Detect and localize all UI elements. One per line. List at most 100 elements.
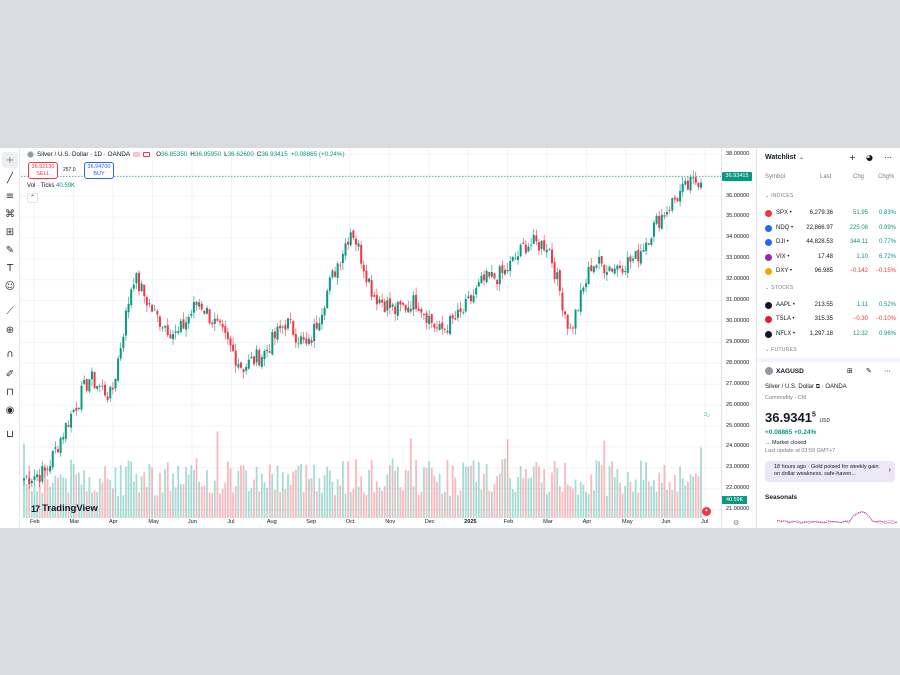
candle (130, 289, 133, 306)
candle (320, 314, 323, 325)
chart-pane[interactable]: Silver / U.S. Dollar · 1D · OANDA O36.85… (21, 148, 756, 528)
ruler-icon[interactable]: ⟋ (6, 305, 14, 317)
price-axis[interactable]: 38.0000037.0000036.0000035.0000034.00000… (721, 148, 756, 528)
watchlist-row[interactable]: DXY • 96.985 −0.142 −0.15% (757, 266, 900, 277)
volume-bar (556, 468, 559, 518)
time-axis[interactable]: Feb Mar Apr May Jun Jul Aug Sep Oct Nov Dec 2025 Feb… (21, 518, 721, 528)
candle (98, 385, 101, 387)
events-icon[interactable]: ✦ (702, 507, 711, 516)
silver-symbol-icon (765, 367, 773, 375)
advanced-view-icon[interactable]: ◕ (866, 153, 873, 162)
volume-bar (449, 495, 451, 518)
volume-bar (569, 486, 572, 518)
settings-icon[interactable]: ⚙ (733, 520, 740, 527)
detail-more-icon[interactable]: ⋯ (884, 367, 891, 375)
flag-chip-icon[interactable] (143, 152, 151, 157)
volume-bar (545, 494, 548, 518)
volume-bar (605, 495, 608, 518)
sell-button[interactable]: 36.92130 SELL (28, 162, 58, 179)
volume-bar (98, 478, 101, 518)
volume-bar (177, 465, 180, 518)
candle (287, 318, 290, 329)
col-chg-percent[interactable]: Chg% (878, 174, 895, 180)
candle (106, 396, 109, 400)
candle (571, 327, 574, 329)
candle (221, 323, 224, 328)
watchlist-row[interactable]: SPX • 6,279.36 51.95 0.83% (757, 208, 900, 219)
watchlist-chg-percent: 6.72% (878, 253, 896, 260)
grid-icon[interactable]: ⊞ (847, 367, 853, 375)
prediction-icon[interactable]: ⊞ (5, 226, 15, 238)
candle (490, 272, 493, 277)
symbol-title[interactable]: Silver / U.S. Dollar · 1D · OANDA (37, 151, 131, 158)
volume-bar (608, 466, 611, 518)
trash-icon[interactable]: ⊔ (6, 428, 14, 440)
ohlc-change: +0.08865 (+0.24%) (290, 151, 345, 158)
fib-retracement-icon[interactable]: ≡ (5, 190, 15, 202)
watchlist-section[interactable]: ⌄ STOCKS (765, 284, 794, 291)
brush-icon[interactable]: ✎ (5, 244, 15, 256)
watchlist-section[interactable]: ⌄ INDICES (765, 193, 794, 199)
volume-bar (454, 477, 457, 518)
panel-divider[interactable] (757, 358, 900, 362)
tradingview-logo[interactable]: 17 TradingView (31, 503, 98, 514)
watchlist-row[interactable]: AAPL • 213.55 1.11 0.52% (757, 300, 900, 311)
more-icon[interactable]: ⋯ (884, 153, 892, 162)
candle (171, 334, 174, 340)
text-icon[interactable]: T (6, 262, 14, 274)
add-symbol-icon[interactable]: + (849, 153, 856, 162)
candle (284, 324, 287, 330)
watchlist-row[interactable]: VIX • 17.48 1.10 6.72% (757, 252, 900, 263)
watchlist-row[interactable]: NFLX • 1,297.18 12.32 0.96% (757, 329, 900, 340)
news-headline[interactable]: 18 hours ago · Gold poised for weekly ga… (765, 461, 895, 482)
buy-button[interactable]: 36.94700 BUY (84, 162, 114, 179)
edit-icon[interactable]: ✎ (866, 367, 872, 375)
chevron-down-icon[interactable]: ⌄ (799, 155, 805, 161)
watchlist-title[interactable]: Watchlist (765, 154, 796, 161)
lock-icon[interactable]: ⊓ (6, 386, 14, 398)
detail-symbol[interactable]: XAGUSD (765, 367, 804, 375)
col-chg[interactable]: Chg (853, 174, 865, 180)
volume-legend[interactable]: Vol · Ticks 40.59K (27, 183, 75, 189)
candle (104, 384, 107, 396)
volume-bar (260, 473, 263, 518)
external-link-icon[interactable]: ⧉ (815, 384, 820, 390)
eye-icon[interactable]: ◉ (5, 404, 15, 416)
volume-bar (409, 438, 412, 518)
magnet-icon[interactable]: ∩ (6, 348, 14, 360)
col-symbol[interactable]: Symbol (765, 174, 786, 180)
watchlist-row[interactable]: NDQ • 22,866.97 225.08 0.99% (757, 223, 900, 234)
lock-drawings-icon[interactable]: ✐ (5, 368, 15, 380)
volume-bar (284, 488, 287, 518)
candle (255, 349, 258, 363)
volume-bar (33, 483, 36, 518)
collapse-legend-button[interactable]: ⌃ (27, 193, 38, 203)
emoji-icon[interactable]: ☺ (4, 280, 16, 292)
alert-marker-icon[interactable]: ↄ⌟ (704, 412, 710, 418)
watchlist-row[interactable]: DJI • 44,828.53 344.11 0.77% (757, 237, 900, 248)
volume-bar (407, 470, 410, 518)
alert-chip-icon[interactable] (133, 152, 141, 157)
volume-bar (268, 464, 271, 518)
candle (153, 309, 156, 311)
zoom-in-icon[interactable]: ⊕ (5, 324, 15, 336)
volume-bar (182, 484, 185, 518)
volume-bar (111, 488, 114, 518)
crosshair-icon[interactable]: + (2, 152, 18, 168)
brand-name: TradingView (42, 503, 98, 514)
price-chart[interactable] (21, 148, 721, 518)
candle (433, 323, 436, 328)
candle (537, 242, 540, 251)
seasonals-chart[interactable] (777, 506, 897, 528)
watchlist-row[interactable]: TSLA • 315.35 −0.30 −0.10% (757, 314, 900, 325)
seasonals-title[interactable]: Seasonals (765, 494, 798, 501)
watchlist-section[interactable]: ⌄ FUTURES (765, 347, 797, 353)
candle (242, 369, 245, 373)
volume-bar (632, 491, 634, 518)
col-last[interactable]: Last (820, 174, 832, 180)
volume-bar (159, 472, 161, 518)
volume-bar (629, 481, 632, 518)
trend-line-icon[interactable]: ╱ (6, 172, 14, 184)
pattern-icon[interactable]: ⌘ (5, 208, 15, 220)
candle (93, 372, 96, 389)
